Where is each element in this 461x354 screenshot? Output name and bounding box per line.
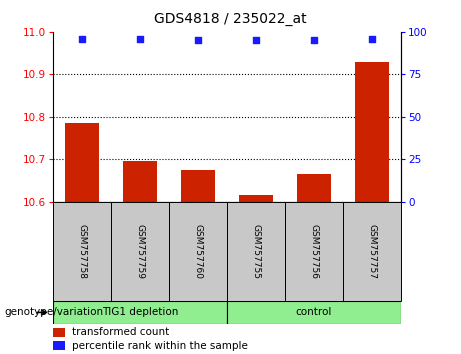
Point bbox=[136, 36, 144, 41]
Text: control: control bbox=[296, 307, 332, 318]
Bar bbox=[355, 62, 390, 202]
Point bbox=[252, 38, 260, 43]
Text: genotype/variation: genotype/variation bbox=[5, 307, 104, 318]
Point bbox=[195, 38, 202, 43]
Text: GDS4818 / 235022_at: GDS4818 / 235022_at bbox=[154, 12, 307, 27]
Text: GSM757759: GSM757759 bbox=[136, 224, 145, 279]
Bar bbox=[181, 170, 215, 202]
Bar bbox=[169, 202, 227, 301]
Text: percentile rank within the sample: percentile rank within the sample bbox=[72, 341, 248, 350]
Bar bbox=[53, 301, 227, 324]
Bar bbox=[53, 327, 65, 337]
Bar bbox=[65, 123, 100, 202]
Bar bbox=[123, 161, 157, 202]
Text: TIG1 depletion: TIG1 depletion bbox=[102, 307, 178, 318]
Text: GSM757756: GSM757756 bbox=[309, 224, 319, 279]
Bar bbox=[227, 202, 285, 301]
Point bbox=[310, 38, 318, 43]
Bar bbox=[53, 202, 111, 301]
Bar bbox=[53, 341, 65, 350]
Point bbox=[368, 36, 376, 41]
Text: GSM757757: GSM757757 bbox=[367, 224, 377, 279]
Bar bbox=[239, 195, 273, 202]
Text: GSM757755: GSM757755 bbox=[252, 224, 260, 279]
Bar bbox=[343, 202, 401, 301]
Text: GSM757758: GSM757758 bbox=[77, 224, 87, 279]
Bar bbox=[285, 202, 343, 301]
Point bbox=[78, 36, 86, 41]
Text: GSM757760: GSM757760 bbox=[194, 224, 202, 279]
Text: transformed count: transformed count bbox=[72, 327, 169, 337]
Bar bbox=[227, 301, 401, 324]
Bar bbox=[111, 202, 169, 301]
Bar bbox=[297, 174, 331, 202]
